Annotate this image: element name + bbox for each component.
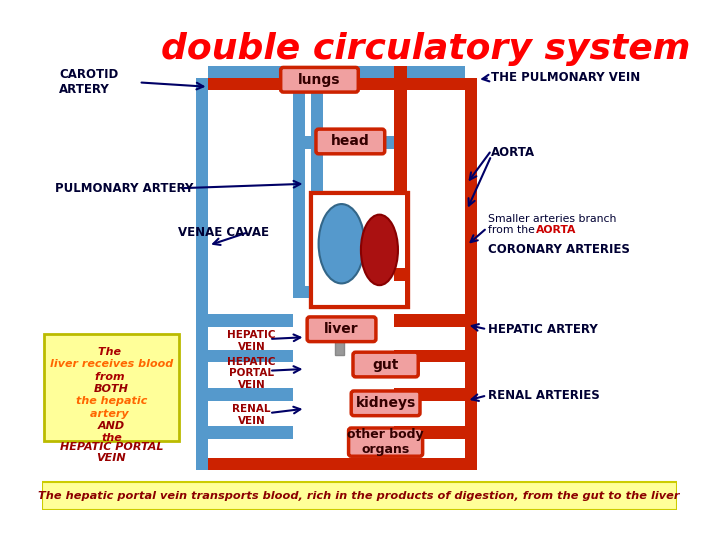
Bar bbox=[395, 66, 407, 299]
Bar bbox=[208, 314, 293, 327]
Bar bbox=[310, 193, 408, 307]
Text: the hepatic: the hepatic bbox=[76, 396, 147, 406]
Bar bbox=[395, 349, 465, 362]
Text: RENAL ARTERIES: RENAL ARTERIES bbox=[488, 389, 600, 402]
Text: artery: artery bbox=[90, 409, 132, 419]
Bar bbox=[336, 330, 344, 355]
Bar bbox=[310, 193, 408, 307]
Bar bbox=[293, 78, 305, 299]
Bar bbox=[465, 78, 477, 470]
Bar bbox=[305, 286, 310, 299]
Text: AORTA: AORTA bbox=[492, 146, 536, 159]
Text: VENAE CAVAE: VENAE CAVAE bbox=[179, 226, 269, 239]
Text: Smaller arteries branch: Smaller arteries branch bbox=[488, 214, 616, 224]
Bar bbox=[196, 78, 208, 470]
FancyBboxPatch shape bbox=[348, 428, 423, 456]
Text: from: from bbox=[94, 372, 128, 382]
Text: AND: AND bbox=[98, 421, 125, 431]
Bar bbox=[395, 426, 465, 438]
Bar bbox=[310, 90, 323, 193]
FancyBboxPatch shape bbox=[353, 352, 418, 377]
Bar bbox=[395, 388, 465, 401]
Text: the: the bbox=[101, 433, 122, 443]
Bar bbox=[305, 136, 395, 149]
Bar bbox=[305, 66, 395, 78]
Ellipse shape bbox=[318, 204, 364, 284]
Text: HEPATIC ARTERY: HEPATIC ARTERY bbox=[488, 323, 598, 336]
Bar bbox=[313, 195, 405, 305]
FancyBboxPatch shape bbox=[307, 317, 376, 342]
Bar bbox=[196, 458, 465, 470]
Text: THE PULMONARY VEIN: THE PULMONARY VEIN bbox=[492, 71, 641, 84]
Text: HEPATIC PORTAL: HEPATIC PORTAL bbox=[60, 442, 163, 452]
Text: liver receives blood: liver receives blood bbox=[50, 359, 173, 369]
Text: The hepatic portal vein transports blood, rich in the products of digestion, fro: The hepatic portal vein transports blood… bbox=[38, 491, 680, 501]
Bar bbox=[208, 349, 293, 362]
Text: PULMONARY ARTERY: PULMONARY ARTERY bbox=[55, 181, 194, 195]
Text: The: The bbox=[98, 347, 125, 357]
Bar bbox=[208, 388, 293, 401]
Bar bbox=[208, 78, 465, 90]
Text: RENAL
VEIN: RENAL VEIN bbox=[233, 404, 271, 426]
Bar bbox=[208, 66, 465, 78]
Bar bbox=[395, 268, 408, 281]
Text: gut: gut bbox=[372, 357, 399, 372]
Text: from the: from the bbox=[488, 225, 539, 235]
Text: HEPATIC
VEIN: HEPATIC VEIN bbox=[228, 330, 276, 352]
Text: CAROTID
ARTERY: CAROTID ARTERY bbox=[59, 69, 119, 97]
Text: HEPATIC
PORTAL
VEIN: HEPATIC PORTAL VEIN bbox=[228, 357, 276, 390]
Ellipse shape bbox=[361, 214, 398, 285]
Text: head: head bbox=[331, 134, 369, 149]
Bar bbox=[208, 426, 293, 438]
Text: VEIN: VEIN bbox=[96, 453, 126, 463]
FancyBboxPatch shape bbox=[281, 68, 359, 92]
Bar bbox=[395, 314, 465, 327]
FancyBboxPatch shape bbox=[351, 391, 420, 416]
Text: liver: liver bbox=[324, 322, 359, 336]
FancyBboxPatch shape bbox=[43, 334, 179, 441]
Text: double circulatory system: double circulatory system bbox=[161, 32, 690, 66]
Text: BOTH: BOTH bbox=[94, 384, 129, 394]
Text: CORONARY ARTERIES: CORONARY ARTERIES bbox=[488, 244, 630, 256]
FancyBboxPatch shape bbox=[316, 129, 384, 154]
Text: kidneys: kidneys bbox=[356, 396, 415, 410]
Bar bbox=[42, 482, 677, 510]
Text: AORTA: AORTA bbox=[536, 225, 576, 235]
Text: lungs: lungs bbox=[298, 73, 341, 87]
Text: other body
organs: other body organs bbox=[347, 428, 424, 456]
